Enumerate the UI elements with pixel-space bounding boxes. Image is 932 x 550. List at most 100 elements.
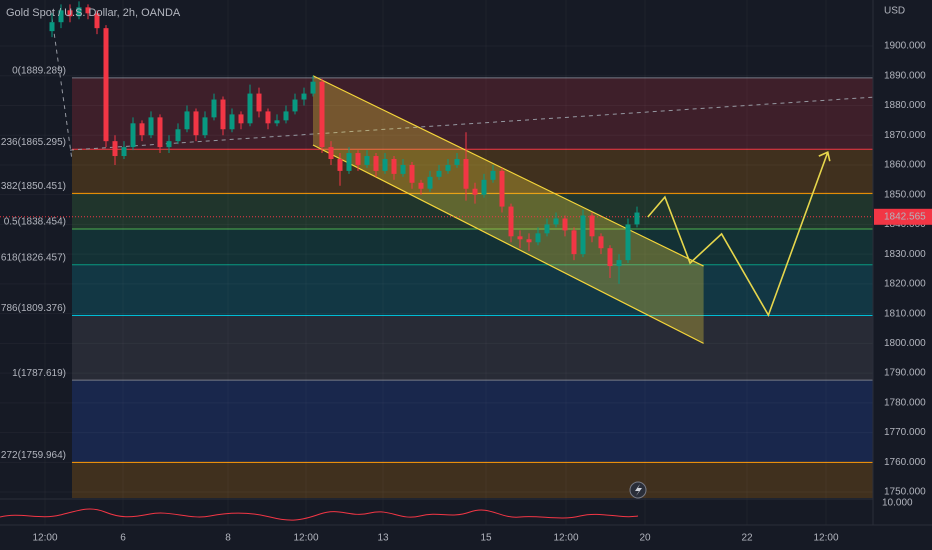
x-tick-label: 12:00 <box>813 533 838 544</box>
candle-body <box>544 224 550 234</box>
candle-body <box>301 93 307 100</box>
candle-body <box>247 93 253 124</box>
candle-body <box>400 164 406 174</box>
candle-body <box>175 129 181 142</box>
y-tick-label: 1810.000 <box>884 308 926 319</box>
y-tick-label: 1750.000 <box>884 487 926 498</box>
fib-zone <box>72 315 873 381</box>
projection-path <box>647 151 829 318</box>
fib-zone <box>72 77 873 150</box>
y-tick-label: 1830.000 <box>884 249 926 260</box>
candle-body <box>481 179 487 195</box>
fib-label: .618(1826.457) <box>0 252 66 263</box>
candle-body <box>625 224 631 261</box>
fib-label: .382(1850.451) <box>0 181 66 192</box>
candle-body <box>607 248 613 267</box>
candle-body <box>463 159 469 189</box>
candle-body <box>58 10 64 23</box>
y-tick-label: 1900.000 <box>884 41 926 52</box>
candle-body <box>526 239 532 243</box>
fib-zone <box>72 264 873 316</box>
y-tick-label: 1860.000 <box>884 160 926 171</box>
candle-body <box>553 218 559 225</box>
fib-label: 0.5(1838.454) <box>4 217 66 228</box>
fib-zone <box>72 149 873 194</box>
candle-body <box>598 236 604 249</box>
x-tick-label: 12:00 <box>32 533 57 544</box>
x-tick-label: 20 <box>639 533 651 544</box>
channel-lower <box>312 144 704 344</box>
candle-body <box>634 212 640 225</box>
candle-body <box>328 147 334 160</box>
x-tick-label: 8 <box>225 533 231 544</box>
candle-body <box>427 176 433 189</box>
candle-body <box>517 236 523 240</box>
fib-zone <box>72 193 873 230</box>
candle-body <box>418 182 424 189</box>
x-tick-label: 15 <box>480 533 492 544</box>
candle-body <box>229 114 235 130</box>
candle-body <box>472 188 478 195</box>
y-tick-label: 1850.000 <box>884 189 926 200</box>
candle-body <box>121 147 127 157</box>
fib-zone <box>72 229 873 265</box>
candle-body <box>76 7 82 17</box>
candle-body <box>211 99 217 118</box>
candle-body <box>148 117 154 136</box>
x-tick-label: 13 <box>377 533 389 544</box>
candle-body <box>292 99 298 112</box>
candle-body <box>238 114 244 124</box>
indicator-line <box>0 508 639 521</box>
candle-body <box>364 156 370 165</box>
candle-body <box>193 111 199 136</box>
y-tick-label: 1760.000 <box>884 457 926 468</box>
candle-body <box>337 159 343 171</box>
fib-label: 1(1787.619) <box>12 368 66 379</box>
candle-body <box>490 170 496 180</box>
candle-body <box>103 28 109 142</box>
x-tick-label: 6 <box>120 533 126 544</box>
candle-body <box>157 117 163 148</box>
fib-zone <box>72 462 873 498</box>
candle-body <box>283 111 289 121</box>
candle-body <box>571 230 577 255</box>
candle-body <box>67 10 73 17</box>
candle-body <box>499 170 505 207</box>
candle-body <box>130 123 136 148</box>
y-tick-label: 1800.000 <box>884 338 926 349</box>
price-tag-label: 1842.565 <box>884 211 926 222</box>
chart-title: Gold Spot / U.S. Dollar, 2h, OANDA <box>6 7 181 19</box>
candle-body <box>184 111 190 130</box>
y-tick-label: 1770.000 <box>884 427 926 438</box>
y-tick-label: 1820.000 <box>884 279 926 290</box>
candle-body <box>562 218 568 231</box>
fib-label: .786(1809.376) <box>0 303 66 314</box>
candle-body <box>319 81 325 148</box>
x-tick-label: 12:00 <box>293 533 318 544</box>
candle-body <box>409 164 415 183</box>
replay-icon[interactable] <box>629 481 647 499</box>
candle-body <box>535 233 541 243</box>
candle-body <box>139 123 145 136</box>
y-tick-label: 1870.000 <box>884 130 926 141</box>
candle-body <box>589 215 595 237</box>
candle-body <box>346 153 352 171</box>
channel-fill <box>313 75 704 344</box>
candle-body <box>373 156 379 171</box>
channel-upper <box>312 75 704 267</box>
arrow-head <box>818 151 831 162</box>
fib-zone <box>72 380 873 463</box>
candle-body <box>166 141 172 148</box>
candle-body <box>382 159 388 171</box>
price-axis <box>873 0 932 550</box>
y-tick-label: 1890.000 <box>884 70 926 81</box>
candle-body <box>391 159 397 174</box>
y-tick-label: 1880.000 <box>884 100 926 111</box>
candle-body <box>274 120 280 124</box>
x-tick-label: 22 <box>741 533 753 544</box>
y-tick-label: 1780.000 <box>884 397 926 408</box>
trendline <box>69 96 874 151</box>
fib-label: 0(1889.289) <box>12 65 66 76</box>
